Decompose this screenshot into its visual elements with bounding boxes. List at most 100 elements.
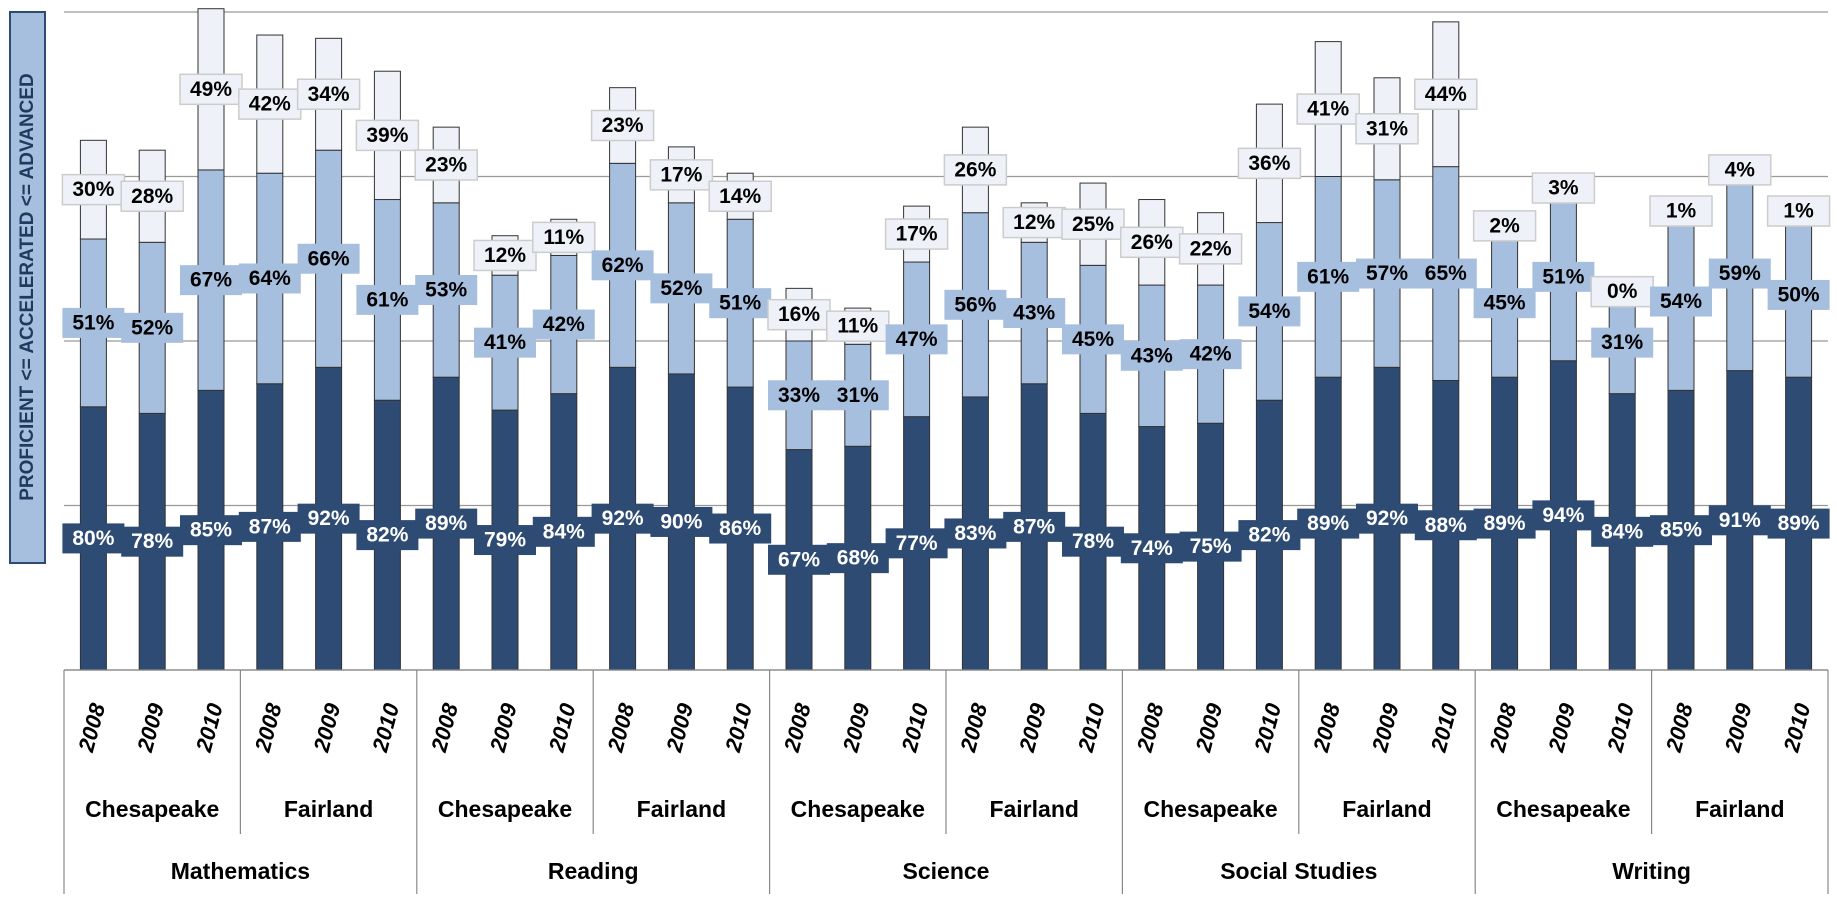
x-tick-label: 2009 <box>308 700 345 755</box>
school-label: Fairland <box>989 796 1078 822</box>
x-tick-label: 2009 <box>1014 700 1051 755</box>
value-label-box <box>1120 226 1184 259</box>
value-label-box <box>1356 503 1418 534</box>
value-label: 52% <box>131 316 173 339</box>
value-label-box <box>61 173 126 206</box>
value-label-box <box>826 310 890 342</box>
x-tick-label: 2008 <box>1484 700 1521 755</box>
value-label-box <box>1120 340 1183 371</box>
value-label-box <box>1297 508 1360 539</box>
x-tick-label: 2010 <box>544 700 581 755</box>
value-label-box <box>238 511 301 542</box>
subject-label: Mathematics <box>171 858 310 884</box>
value-label: 77% <box>896 532 938 555</box>
value-label: 65% <box>1425 262 1467 285</box>
value-label-box <box>1591 327 1654 358</box>
value-label: 82% <box>366 524 408 547</box>
value-label: 56% <box>954 293 996 316</box>
value-label-box <box>474 327 536 358</box>
value-label-box <box>1414 78 1478 110</box>
value-label-box <box>1355 113 1419 145</box>
value-label-box <box>709 513 772 544</box>
value-label: 59% <box>1719 262 1761 285</box>
value-label: 80% <box>72 527 114 550</box>
value-label: 74% <box>1131 537 1173 560</box>
value-label-box <box>944 518 1007 549</box>
value-label-box <box>885 324 948 355</box>
value-label: 2% <box>1489 214 1520 237</box>
value-label: 25% <box>1072 213 1114 236</box>
value-label: 83% <box>954 522 996 545</box>
value-label: 57% <box>1366 262 1408 285</box>
value-label: 43% <box>1013 302 1055 325</box>
x-tick-label: 2009 <box>1367 700 1404 755</box>
value-label-box <box>121 526 184 557</box>
value-label-box <box>1472 210 1537 242</box>
value-label-box <box>297 503 360 534</box>
value-label-box <box>1650 515 1712 546</box>
value-label: 43% <box>1131 344 1173 367</box>
value-label-box <box>1650 286 1712 317</box>
school-label: Fairland <box>1695 796 1784 822</box>
x-tick-label: 2010 <box>896 700 933 755</box>
value-label: 28% <box>131 185 173 208</box>
value-label: 92% <box>308 507 350 530</box>
value-label: 91% <box>1719 509 1761 532</box>
value-label-box <box>238 88 302 120</box>
value-label: 78% <box>131 530 173 553</box>
value-label: 89% <box>1778 512 1820 535</box>
value-label-box <box>415 275 478 306</box>
x-tick-label: 2010 <box>1778 700 1815 755</box>
subject-label: Social Studies <box>1220 858 1377 884</box>
value-label: 3% <box>1548 177 1579 200</box>
value-label: 67% <box>190 269 232 292</box>
value-label-box <box>356 284 419 315</box>
value-label: 4% <box>1725 158 1756 181</box>
x-tick-label: 2010 <box>1602 700 1639 755</box>
value-label-box <box>1473 508 1536 539</box>
value-label: 45% <box>1484 292 1526 315</box>
value-label-box <box>180 515 242 546</box>
value-label-box <box>1649 195 1713 227</box>
value-label-box <box>885 528 948 559</box>
value-label: 85% <box>1660 519 1702 542</box>
value-label-box <box>297 243 360 274</box>
value-label-box <box>650 273 713 304</box>
value-label-box <box>1414 258 1477 289</box>
value-label: 23% <box>425 154 467 177</box>
x-tick-label: 2008 <box>1132 700 1169 755</box>
value-label: 92% <box>602 507 644 530</box>
x-tick-label: 2008 <box>1661 700 1698 755</box>
value-label: 33% <box>778 384 820 407</box>
value-label: 94% <box>1542 504 1584 527</box>
value-label-box <box>1766 195 1831 227</box>
value-label: 61% <box>366 288 408 311</box>
value-label: 36% <box>1248 152 1290 175</box>
value-label: 51% <box>72 311 114 334</box>
value-label: 89% <box>1307 512 1349 535</box>
x-tick-label: 2009 <box>1543 700 1580 755</box>
value-label-box <box>708 180 772 212</box>
value-label: 39% <box>366 124 408 147</box>
school-label: Chesapeake <box>791 796 925 822</box>
value-label: 85% <box>190 519 232 542</box>
value-label-box <box>532 516 595 547</box>
value-label: 12% <box>484 244 526 267</box>
value-label: 87% <box>249 515 291 538</box>
x-tick-label: 2008 <box>250 700 287 755</box>
value-label: 86% <box>719 517 761 540</box>
x-tick-label: 2010 <box>1073 700 1110 755</box>
value-label: 31% <box>1601 331 1643 354</box>
y-axis-label-box <box>9 11 46 564</box>
value-label: 67% <box>778 548 820 571</box>
value-label-box <box>884 218 949 250</box>
value-label: 1% <box>1783 200 1814 223</box>
value-label: 52% <box>660 277 702 300</box>
value-label: 54% <box>1660 290 1702 313</box>
x-tick-label: 2008 <box>1308 700 1345 755</box>
value-label-box <box>1003 298 1066 329</box>
value-label: 0% <box>1607 280 1638 303</box>
value-label-box <box>62 307 125 338</box>
value-label: 17% <box>660 163 702 186</box>
